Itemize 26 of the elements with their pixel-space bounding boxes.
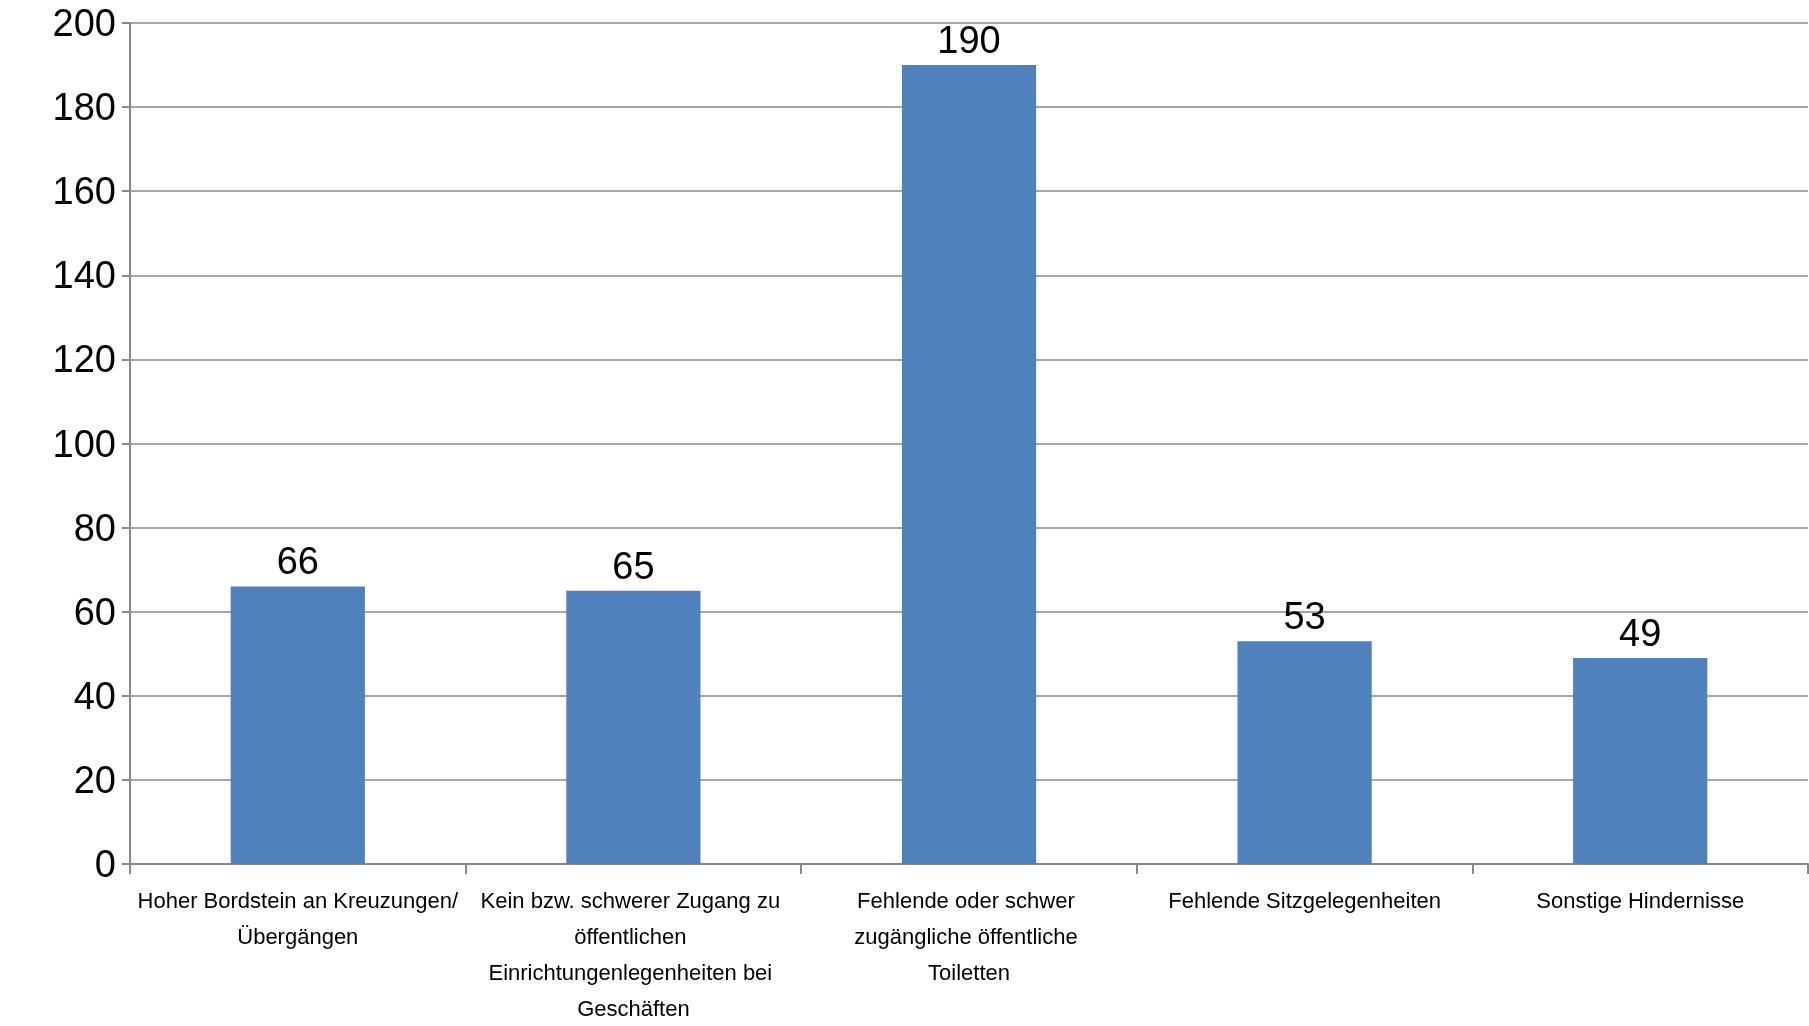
x-tick-label: Sonstige Hindernisse	[1536, 887, 1745, 913]
x-tick-label: Fehlende Sitzgelegenheiten	[1168, 887, 1441, 913]
y-tick-label: 160	[52, 170, 116, 213]
bar	[230, 586, 365, 864]
y-tick-label: 60	[73, 590, 116, 633]
y-tick-label: 80	[73, 506, 116, 549]
data-label: 66	[276, 540, 319, 583]
y-tick-label: 180	[52, 86, 116, 129]
bar	[566, 590, 701, 864]
y-tick-label: 100	[52, 422, 116, 465]
y-tick-label: 20	[73, 758, 116, 801]
y-tick-label: 200	[52, 2, 116, 44]
bar	[1237, 641, 1372, 864]
data-label: 49	[1619, 611, 1662, 654]
y-tick-label: 40	[73, 674, 116, 717]
data-label: 65	[612, 544, 655, 587]
y-tick-label: 120	[52, 338, 116, 381]
y-tick-label: 140	[52, 254, 116, 297]
x-tick-label: Kein bzw. schwerer Zugang zu öffentlichen Einrichtungenlegenheiten bei Geschäften	[480, 887, 787, 1021]
y-tick-label: 0	[94, 843, 116, 885]
bar	[901, 65, 1037, 864]
data-label: 190	[937, 19, 1001, 62]
x-tick-label: Fehlende oder schwer zugängliche öffentliche Toiletten	[854, 887, 1084, 985]
data-label: 53	[1283, 595, 1326, 638]
x-tick-label: Hoher Bordstein an Kreuzungen/Übergängen	[137, 887, 459, 949]
bar	[1573, 657, 1708, 864]
